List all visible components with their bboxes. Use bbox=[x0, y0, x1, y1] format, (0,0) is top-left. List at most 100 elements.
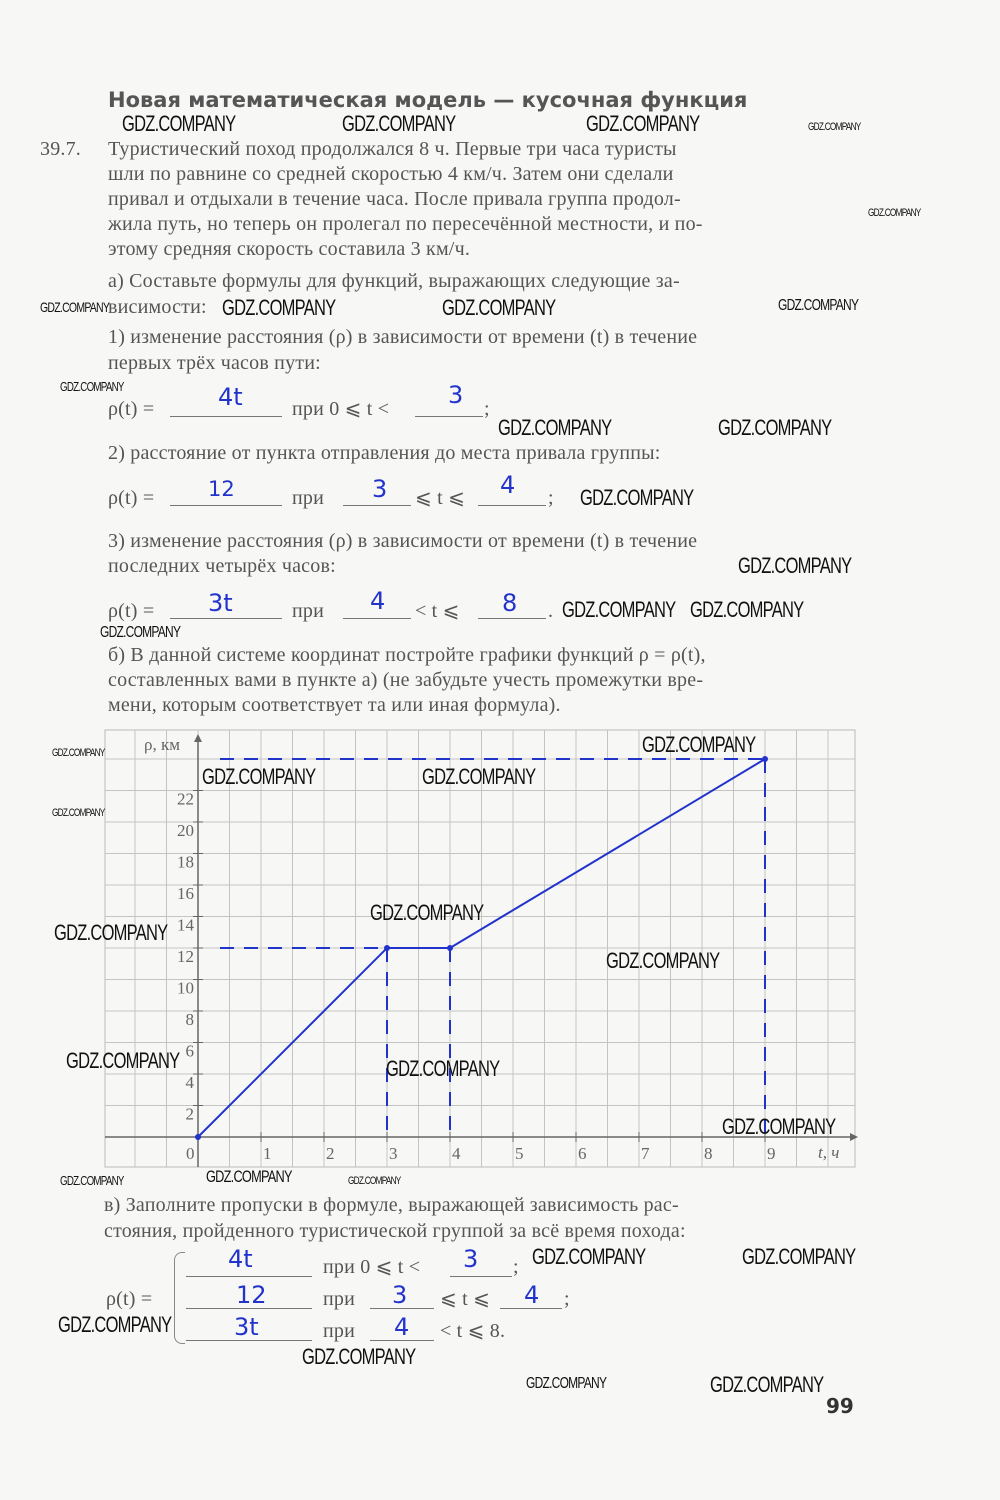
x-tick-label: 2 bbox=[326, 1144, 335, 1163]
watermark: GDZ.COMPANY bbox=[58, 1312, 172, 1337]
y-tick-label: 4 bbox=[186, 1073, 195, 1092]
formula-relation: ⩽ t ⩽ bbox=[440, 1288, 491, 1310]
y-tick-label: 20 bbox=[177, 821, 194, 840]
watermark: GDZ.COMPANY bbox=[386, 1056, 500, 1081]
x-tick-label: 6 bbox=[578, 1144, 587, 1163]
problem-line: Туристический поход продолжался 8 ч. Пер… bbox=[108, 138, 677, 160]
answer-blank[interactable] bbox=[478, 618, 546, 619]
formula-relation: < t ⩽ 8. bbox=[440, 1320, 506, 1342]
x-tick-label: 7 bbox=[641, 1144, 650, 1163]
y-tick-label: 12 bbox=[177, 947, 194, 966]
watermark: GDZ.COMPANY bbox=[222, 295, 336, 320]
handwritten-answer: 3 bbox=[463, 1245, 479, 1273]
answer-blank[interactable] bbox=[343, 505, 411, 506]
part-a1-line: первых трёх часов пути: bbox=[108, 352, 321, 374]
watermark: GDZ.COMPANY bbox=[442, 295, 556, 320]
y-tick-label: 2 bbox=[186, 1105, 195, 1124]
y-tick-label: 6 bbox=[186, 1042, 195, 1061]
watermark: GDZ.COMPANY bbox=[718, 415, 832, 440]
watermark: GDZ.COMPANY bbox=[642, 732, 756, 757]
system-brace bbox=[174, 1252, 185, 1344]
handwritten-answer: 3t bbox=[234, 1313, 259, 1341]
punctuation: ; bbox=[484, 398, 490, 420]
handwritten-answer: 3 bbox=[392, 1281, 408, 1309]
answer-blank[interactable] bbox=[343, 618, 411, 619]
section-title: Новая математическая модель — кусочная ф… bbox=[108, 88, 748, 112]
watermark: GDZ.COMPANY bbox=[370, 900, 484, 925]
watermark: GDZ.COMPANY bbox=[586, 111, 700, 136]
punctuation: ; bbox=[513, 1256, 519, 1278]
answer-blank[interactable] bbox=[370, 1340, 434, 1341]
data-point bbox=[384, 945, 390, 951]
part-a3-line: последних четырёх часов: bbox=[108, 555, 336, 577]
formula-lhs: ρ(t) = bbox=[108, 487, 155, 509]
answer-blank[interactable] bbox=[170, 505, 282, 506]
formula-condition: при 0 ⩽ t < bbox=[323, 1256, 421, 1278]
problem-line: этому средняя скорость составила 3 км/ч. bbox=[108, 238, 471, 260]
answer-blank[interactable] bbox=[478, 505, 546, 506]
handwritten-answer: 12 bbox=[236, 1281, 267, 1309]
watermark: GDZ.COMPANY bbox=[342, 111, 456, 136]
x-tick-label: 4 bbox=[452, 1144, 461, 1163]
punctuation: ; bbox=[548, 487, 554, 509]
y-tick-label: 8 bbox=[186, 1010, 195, 1029]
part-b-line: составленных вами в пункте а) (не забудь… bbox=[108, 669, 704, 691]
answer-blank[interactable] bbox=[415, 416, 483, 417]
handwritten-answer: 3t bbox=[208, 589, 233, 617]
y-tick-label: 14 bbox=[177, 916, 195, 935]
y-tick-label: 10 bbox=[177, 979, 194, 998]
watermark: GDZ.COMPANY bbox=[722, 1114, 836, 1139]
formula-lhs: ρ(t) = bbox=[108, 600, 155, 622]
part-a-line: а) Составьте формулы для функций, выража… bbox=[108, 270, 680, 292]
watermark: GDZ.COMPANY bbox=[580, 485, 694, 510]
function-graph-line bbox=[197, 758, 766, 1138]
data-point bbox=[447, 945, 453, 951]
handwritten-answer: 3 bbox=[448, 381, 464, 409]
watermark: GDZ.COMPANY bbox=[54, 920, 168, 945]
formula-condition: при bbox=[292, 487, 325, 509]
handwritten-answer: 4 bbox=[370, 587, 386, 615]
part-a3-line: 3) изменение расстояния (ρ) в зависимост… bbox=[108, 530, 698, 552]
answer-blank[interactable] bbox=[170, 416, 282, 417]
x-tick-label: 8 bbox=[704, 1144, 713, 1163]
formula-condition: при 0 ⩽ t < bbox=[292, 398, 390, 420]
watermark: GDZ.COMPANY bbox=[100, 624, 181, 641]
problem-line: привал и отдыхали в течение часа. После … bbox=[108, 188, 681, 210]
answer-blank[interactable] bbox=[500, 1308, 562, 1309]
watermark: GDZ.COMPANY bbox=[202, 764, 316, 789]
formula-relation: < t ⩽ bbox=[415, 600, 460, 622]
handwritten-answer: 4t bbox=[218, 383, 243, 411]
watermark: GDZ.COMPANY bbox=[302, 1344, 416, 1369]
answer-blank[interactable] bbox=[186, 1340, 312, 1341]
problem-line: шли по равнине со средней скоростью 4 км… bbox=[108, 163, 674, 185]
watermark: GDZ.COMPANY bbox=[122, 111, 236, 136]
part-a2-line: 2) расстояние от пункта отправления до м… bbox=[108, 442, 661, 464]
watermark: GDZ.COMPANY bbox=[808, 121, 861, 133]
handwritten-answer: 3 bbox=[372, 475, 388, 503]
x-tick-label: 0 bbox=[186, 1144, 195, 1163]
answer-blank[interactable] bbox=[186, 1276, 312, 1277]
formula-lhs: ρ(t) = bbox=[106, 1288, 153, 1310]
answer-blank[interactable] bbox=[170, 618, 282, 619]
answer-blank[interactable] bbox=[370, 1308, 434, 1309]
handwritten-answer: 4t bbox=[228, 1245, 253, 1273]
x-axis-arrow bbox=[850, 1133, 858, 1141]
watermark: GDZ.COMPANY bbox=[206, 1167, 292, 1186]
handwritten-answer: 4 bbox=[524, 1281, 540, 1309]
watermark: GDZ.COMPANY bbox=[742, 1244, 856, 1269]
formula-condition: при bbox=[323, 1288, 356, 1310]
y-tick-label: 16 bbox=[177, 884, 194, 903]
handwritten-answer: 8 bbox=[502, 589, 518, 617]
part-b-line: б) В данной системе координат постройте … bbox=[108, 644, 706, 666]
answer-blank[interactable] bbox=[450, 1276, 512, 1277]
watermark: GDZ.COMPANY bbox=[526, 1375, 607, 1392]
answer-blank[interactable] bbox=[186, 1308, 312, 1309]
y-axis-arrow bbox=[194, 734, 202, 742]
page-number: 99 bbox=[826, 1394, 854, 1418]
formula-condition: при bbox=[323, 1320, 356, 1342]
part-v-line: стояния, пройденного туристической групп… bbox=[104, 1220, 686, 1242]
formula-lhs: ρ(t) = bbox=[108, 398, 155, 420]
x-tick-label: 9 bbox=[767, 1144, 776, 1163]
watermark: GDZ.COMPANY bbox=[606, 948, 720, 973]
